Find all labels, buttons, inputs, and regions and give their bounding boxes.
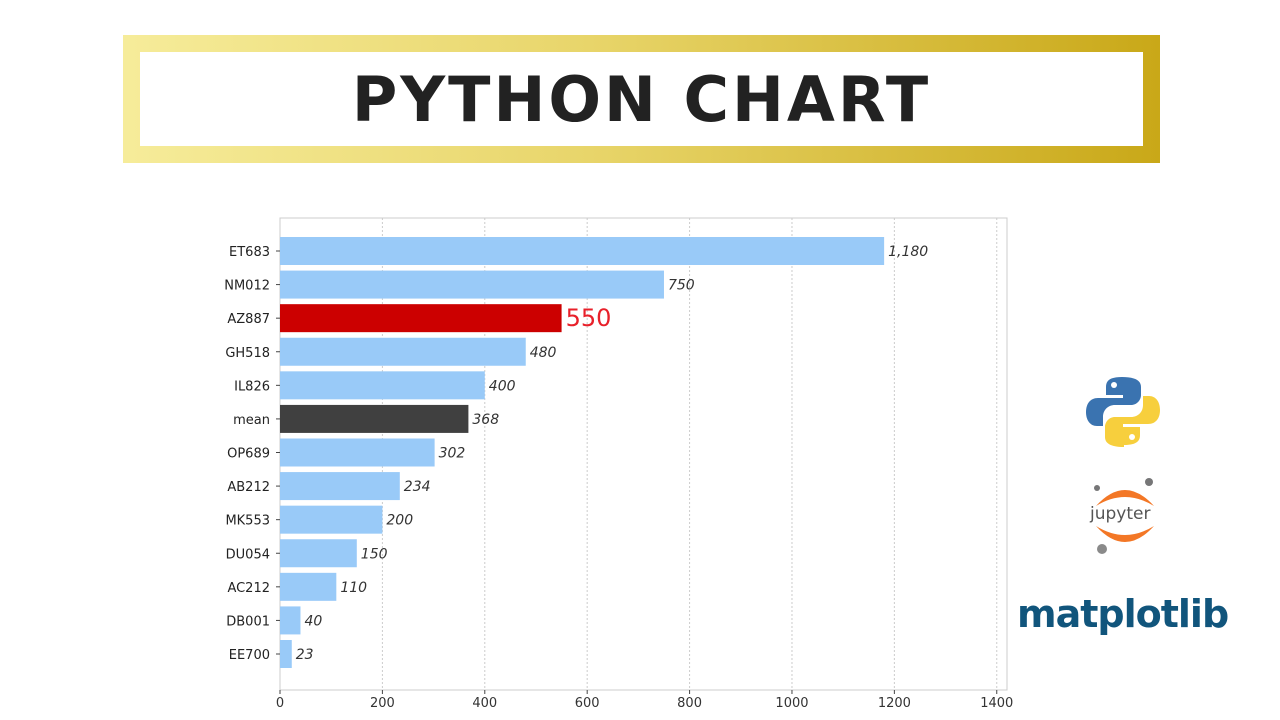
data-label: 23 — [296, 647, 314, 663]
x-tick-label: 600 — [575, 696, 600, 711]
data-label: 368 — [472, 412, 499, 428]
y-tick-label: DU054 — [226, 547, 270, 562]
data-label: 110 — [340, 580, 367, 596]
y-tick-label: AC212 — [227, 581, 270, 596]
x-tick-label: 1400 — [980, 696, 1013, 711]
y-tick-label: OP689 — [227, 447, 270, 462]
title-banner: PYTHON CHART — [123, 35, 1160, 163]
bar-mean — [280, 404, 469, 433]
data-label: 480 — [530, 345, 557, 361]
bar-AB212 — [280, 472, 400, 501]
jupyter-logo-text: jupyter — [1090, 504, 1151, 524]
x-tick-label: 800 — [677, 696, 702, 711]
y-tick-label: AZ887 — [227, 312, 270, 327]
x-tick-label: 0 — [276, 696, 284, 711]
bar-DB001 — [280, 606, 301, 635]
jupyter-logo-icon — [1094, 478, 1154, 554]
bar-AZ887 — [280, 304, 562, 333]
bar-MK553 — [280, 505, 383, 534]
bar-AC212 — [280, 572, 337, 601]
title-banner-inner: PYTHON CHART — [140, 52, 1143, 146]
python-logo-icon — [1086, 377, 1160, 447]
data-label: 750 — [668, 278, 695, 294]
data-label: 302 — [439, 446, 466, 462]
x-tick-label: 400 — [472, 696, 497, 711]
bar-ET683 — [280, 237, 885, 265]
y-tick-label: AB212 — [227, 480, 270, 495]
y-tick-label: GH518 — [225, 346, 270, 361]
bar-GH518 — [280, 337, 526, 366]
data-label: 40 — [304, 613, 322, 629]
y-tick-label: DB001 — [226, 614, 270, 629]
y-tick-label: mean — [233, 413, 270, 428]
data-label: 150 — [361, 546, 388, 562]
data-label: 550 — [566, 304, 612, 332]
y-tick-label: ET683 — [229, 245, 270, 260]
bar-NM012 — [280, 270, 664, 299]
data-label: 400 — [489, 378, 516, 394]
data-label: 1,180 — [888, 244, 928, 260]
matplotlib-logo-text: matplotlib — [1017, 592, 1229, 636]
bar-IL826 — [280, 371, 485, 400]
data-label: 234 — [404, 479, 431, 495]
bar-EE700 — [280, 640, 292, 668]
x-tick-label: 1000 — [775, 696, 808, 711]
x-tick-label: 1200 — [878, 696, 911, 711]
y-tick-label: MK553 — [225, 514, 270, 529]
y-tick-label: NM012 — [224, 279, 270, 294]
y-tick-label: IL826 — [234, 379, 270, 394]
y-tick-label: EE700 — [229, 648, 270, 663]
bar-DU054 — [280, 539, 357, 568]
page-title: PYTHON CHART — [351, 62, 932, 136]
bar-OP689 — [280, 438, 435, 467]
data-label: 200 — [386, 513, 413, 529]
x-tick-label: 200 — [370, 696, 395, 711]
